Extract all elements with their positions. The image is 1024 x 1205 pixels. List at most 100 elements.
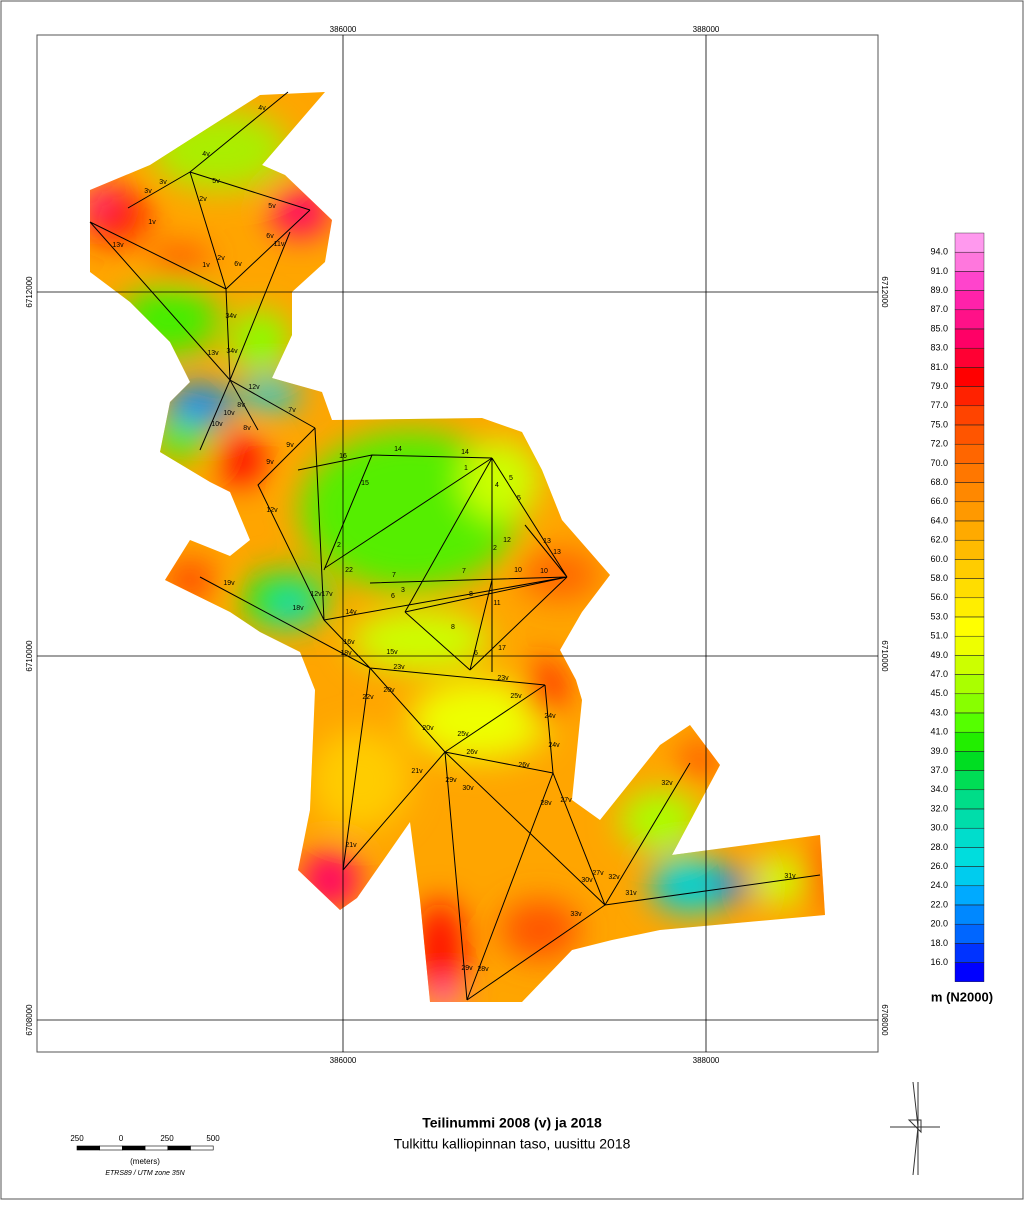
line-label: 32v	[661, 780, 673, 787]
line-label: 1	[464, 465, 468, 472]
y-grid-label: 6712000	[25, 276, 34, 308]
line-label: 31v	[625, 890, 637, 897]
colorbar-swatch	[954, 616, 985, 637]
line-label: 12v	[310, 591, 322, 598]
line-label: 6v	[234, 261, 242, 268]
colorbar-label: 83.0	[930, 343, 948, 353]
line-label: 30v	[462, 785, 474, 792]
colorbar-label: 41.0	[930, 727, 948, 737]
map-title: Teilinummi 2008 (v) ja 2018	[422, 1115, 602, 1131]
colorbar-swatch	[954, 751, 985, 771]
y-grid-label: 6708000	[880, 1004, 889, 1036]
colorbar-label: 45.0	[930, 688, 948, 698]
colorbar-swatch	[954, 444, 985, 464]
colorbar-label: 49.0	[930, 650, 948, 660]
line-label: 21v	[411, 768, 423, 775]
line-label: 12v	[248, 384, 260, 391]
line-label: 19v	[223, 580, 235, 587]
colorbar-label: 60.0	[930, 554, 948, 564]
scale-label: 500	[206, 1134, 220, 1143]
y-grid-label: 6708000	[25, 1004, 34, 1036]
colorbar-label: 68.0	[930, 477, 948, 487]
colorbar-label: 26.0	[930, 861, 948, 871]
line-label: 4v	[202, 151, 210, 158]
line-label: 7	[462, 568, 466, 575]
x-grid-label: 388000	[693, 1056, 720, 1065]
colorbar-swatch	[954, 271, 985, 291]
line-label: 6v	[266, 233, 274, 240]
line-label: 26v	[518, 762, 530, 769]
colorbar-label: 91.0	[930, 266, 948, 276]
line-label: 27v	[592, 870, 604, 877]
colorbar-swatch	[954, 885, 985, 906]
colorbar-label: 20.0	[930, 919, 948, 929]
y-grid-label: 6712000	[880, 276, 889, 308]
scale-segment	[144, 1145, 169, 1151]
line-label: 10	[514, 567, 522, 574]
line-label: 29v	[461, 965, 473, 972]
colorbar-label: 53.0	[930, 611, 948, 621]
line-label: 33v	[570, 911, 582, 918]
line-label: 23v	[497, 675, 509, 682]
colorbar-label: 87.0	[930, 304, 948, 314]
line-label: 14v	[345, 609, 357, 616]
line-label: 12v	[266, 507, 278, 514]
surface-raster	[90, 92, 825, 1002]
colorbar-label: 34.0	[930, 784, 948, 794]
line-label: 28v	[477, 966, 489, 973]
colorbar-label: 30.0	[930, 823, 948, 833]
line-label: 11	[493, 600, 500, 607]
line-label: 2v	[199, 196, 207, 203]
map-subtitle: Tulkittu kalliopinnan taso, uusittu 2018	[394, 1136, 631, 1152]
colorbar-label: 94.0	[930, 247, 948, 257]
line-label: 13	[553, 549, 561, 556]
line-label: 1v	[148, 219, 156, 226]
scale-label: 0	[119, 1134, 124, 1143]
colorbar-swatch	[954, 232, 985, 253]
x-grid-label: 386000	[330, 25, 357, 34]
colorbar-label: 32.0	[930, 803, 948, 813]
line-label: 8	[451, 624, 455, 631]
line-label: 8	[469, 591, 473, 598]
line-label: 24v	[544, 713, 556, 720]
line-label: 16v	[343, 639, 355, 646]
colorbar-swatch	[954, 424, 985, 445]
line-label: 9v	[286, 442, 294, 449]
line-label: 18v	[340, 650, 352, 657]
line-label: 3v	[144, 188, 152, 195]
colorbar-label: 72.0	[930, 439, 948, 449]
line-label: 6	[474, 650, 478, 657]
line-label: 12	[503, 537, 511, 544]
line-label: 5v	[212, 178, 220, 185]
colorbar-label: 18.0	[930, 938, 948, 948]
line-label: 14	[461, 449, 469, 456]
colorbar-swatch	[954, 559, 985, 579]
line-label: 2	[493, 545, 497, 552]
line-label: 17	[498, 645, 506, 652]
line-label: 13	[543, 538, 551, 545]
line-label: 34v	[226, 348, 238, 355]
line-label: 15v	[386, 649, 398, 656]
colorbar-label: 70.0	[930, 458, 948, 468]
colorbar-swatch	[954, 674, 985, 694]
colorbar-swatch	[954, 309, 985, 330]
line-label: 15	[361, 480, 369, 487]
line-label: 25v	[457, 731, 469, 738]
colorbar-swatch	[954, 808, 985, 829]
line-label: 3	[401, 587, 405, 594]
line-label: 11v	[274, 241, 285, 248]
colorbar-swatch	[954, 405, 985, 426]
line-label: 24v	[548, 742, 560, 749]
north-arrow	[890, 1081, 940, 1176]
scale-segment	[167, 1145, 191, 1151]
line-label: 9v	[266, 459, 274, 466]
line-label: 10v	[211, 421, 223, 428]
line-label: 20v	[383, 687, 395, 694]
line-label: 23v	[393, 664, 405, 671]
colorbar-label: 77.0	[930, 400, 948, 410]
colorbar-label: 28.0	[930, 842, 948, 852]
colorbar-swatch	[954, 770, 985, 790]
colorbar-label: 43.0	[930, 707, 948, 717]
line-label: 5	[517, 495, 521, 502]
line-label: 32v	[608, 874, 620, 881]
